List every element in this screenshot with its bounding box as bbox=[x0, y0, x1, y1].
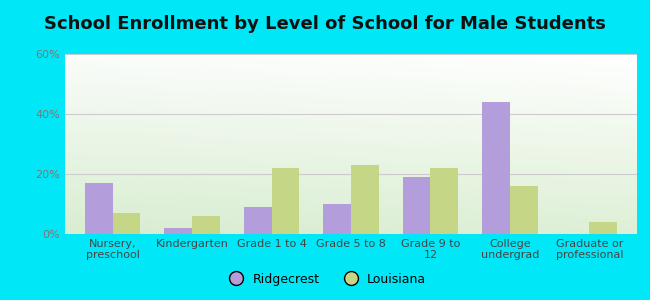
Bar bbox=[482, 102, 510, 234]
Bar bbox=[351, 165, 379, 234]
Bar bbox=[402, 177, 430, 234]
Bar bbox=[244, 207, 272, 234]
Bar bbox=[112, 213, 140, 234]
Bar bbox=[192, 216, 220, 234]
Legend: Ridgecrest, Louisiana: Ridgecrest, Louisiana bbox=[219, 268, 431, 291]
Bar bbox=[510, 186, 538, 234]
Bar bbox=[85, 183, 112, 234]
Bar bbox=[164, 228, 192, 234]
Bar bbox=[272, 168, 300, 234]
Text: School Enrollment by Level of School for Male Students: School Enrollment by Level of School for… bbox=[44, 15, 606, 33]
Bar bbox=[430, 168, 458, 234]
Bar bbox=[590, 222, 617, 234]
Bar bbox=[323, 204, 351, 234]
